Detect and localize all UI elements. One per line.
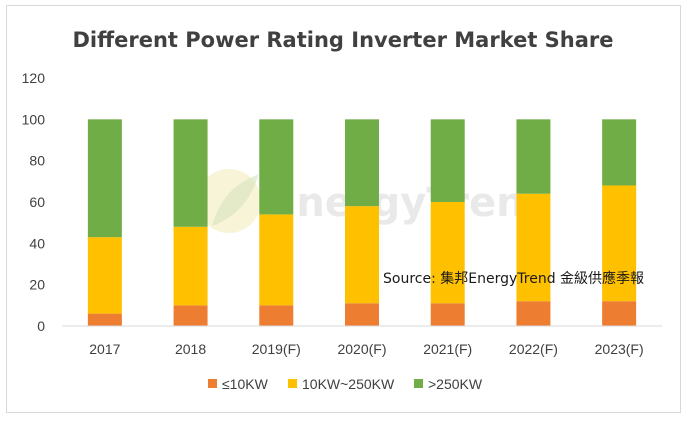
watermark-leaf-icon: [212, 174, 259, 226]
bar-segment-2-2021(F): [430, 202, 465, 304]
bar-segment-1-2022(F): [516, 301, 551, 326]
y-tick-label: 120: [22, 70, 46, 86]
bars: [87, 119, 637, 326]
bar-segment-3-2022(F): [516, 119, 551, 194]
legend-label-2: 10KW~250KW: [302, 376, 395, 392]
x-tick-label: 2019(F): [252, 341, 301, 357]
bar-segment-3-2023(F): [602, 119, 637, 186]
bar-segment-2-2018: [173, 226, 208, 306]
y-tick-label: 80: [29, 153, 45, 169]
x-tick-label: 2018: [175, 341, 206, 357]
y-axis: 0 20 40 60 80 100 120: [22, 70, 46, 334]
bar-segment-1-2023(F): [602, 301, 637, 326]
y-tick-label: 0: [37, 318, 45, 334]
bar-segment-3-2018: [173, 119, 208, 227]
bar-segment-3-2020(F): [345, 119, 379, 207]
x-tick-label: 2017: [89, 341, 120, 357]
y-tick-label: 60: [29, 194, 45, 210]
watermark-text: EnergyTrend: [269, 180, 553, 226]
bar-segment-2-2017: [87, 237, 122, 314]
bar-segment-3-2021(F): [430, 119, 465, 202]
bar-segment-2-2020(F): [345, 206, 379, 304]
chart-title: Different Power Rating Inverter Market S…: [72, 28, 613, 52]
y-tick-label: 20: [29, 277, 45, 293]
legend: ≤10KW 10KW~250KW >250KW: [208, 376, 483, 392]
bar-segment-2-2022(F): [516, 193, 551, 302]
legend-label-1: ≤10KW: [222, 376, 269, 392]
bar-segment-1-2017: [87, 313, 122, 326]
bar-segment-1-2019(F): [259, 305, 294, 326]
source-annotation: Source: 集邦EnergyTrend 金級供應季報: [383, 270, 644, 287]
stacked-bar-chart: Different Power Rating Inverter Market S…: [22, 28, 662, 392]
bar-segment-1-2018: [173, 305, 208, 326]
x-tick-label: 2023(F): [595, 341, 644, 357]
bar-segment-2-2023(F): [602, 185, 637, 302]
legend-swatch-3: [414, 379, 423, 388]
x-tick-label: 2020(F): [337, 341, 386, 357]
x-tick-label: 2022(F): [509, 341, 558, 357]
legend-label-3: >250KW: [428, 376, 483, 392]
bar-segment-3-2019(F): [259, 119, 294, 215]
chart-frame: Different Power Rating Inverter Market S…: [6, 5, 681, 413]
bar-segment-2-2019(F): [259, 214, 294, 306]
y-tick-label: 40: [29, 235, 45, 251]
y-tick-label: 100: [22, 111, 46, 127]
bar-segment-1-2020(F): [345, 303, 379, 326]
legend-swatch-1: [208, 379, 217, 388]
legend-swatch-2: [288, 379, 297, 388]
watermark: EnergyTrend: [197, 169, 553, 233]
bar-segment-3-2017: [87, 119, 122, 238]
bar-segment-1-2021(F): [430, 303, 465, 326]
x-tick-label: 2021(F): [423, 341, 472, 357]
x-axis: 2017 2018 2019(F) 2020(F) 2021(F) 2022(F) 2023…: [89, 341, 643, 357]
